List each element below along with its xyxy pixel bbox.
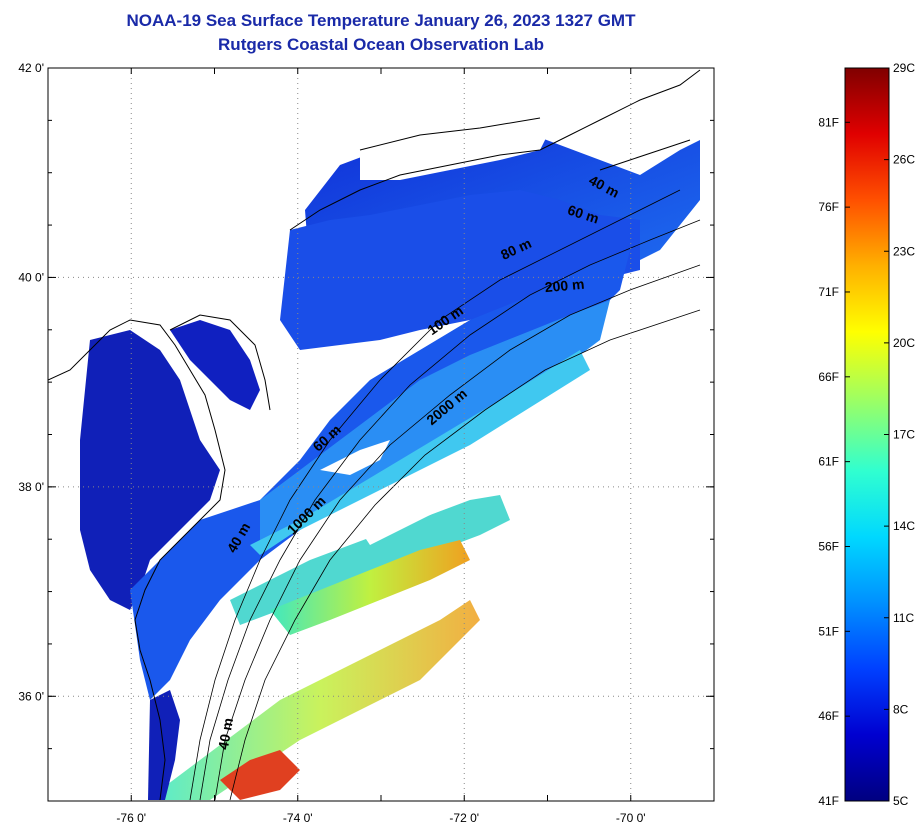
colorbar-c-label: 11C — [893, 611, 914, 625]
colorbar-f-label: 46F — [818, 709, 839, 723]
depth-label-40m-south: 40 m — [215, 717, 236, 751]
map-title: NOAA-19 Sea Surface Temperature January … — [126, 11, 636, 30]
colorbar-f-label: 66F — [818, 370, 839, 384]
lat-tick-label: 40 0' — [18, 270, 44, 284]
coastline — [48, 69, 701, 801]
depth-contours — [189, 189, 701, 801]
colorbar-c-label: 14C — [893, 519, 915, 533]
lon-tick-label: -70 0' — [616, 811, 646, 825]
colorbar: 81F 76F 71F 66F 61F 56F 51F 46F 41F 29C 26C 23C 20C 1… — [818, 61, 915, 808]
colorbar-f-label: 61F — [818, 455, 839, 469]
colorbar-c-label: 26C — [893, 153, 915, 167]
colorbar-f-label: 56F — [818, 539, 839, 553]
colorbar-c-label: 23C — [893, 244, 915, 258]
colorbar-f-label: 71F — [818, 285, 839, 299]
colorbar-c-label: 5C — [893, 794, 909, 808]
lat-tick-label: 38 0' — [18, 480, 44, 494]
colorbar-c-label: 8C — [893, 702, 909, 716]
colorbar-c-label: 20C — [893, 336, 915, 350]
colorbar-c-label: 29C — [893, 61, 915, 75]
colorbar-f-label: 41F — [818, 794, 839, 808]
lat-tick-label: 42 0' — [18, 61, 44, 75]
colorbar-c-label: 17C — [893, 428, 915, 442]
map-subtitle: Rutgers Coastal Ocean Observation Lab — [218, 35, 544, 54]
lon-tick-label: -76 0' — [116, 811, 146, 825]
lat-tick-label: 36 0' — [18, 689, 44, 703]
colorbar-f-label: 76F — [818, 200, 839, 214]
lon-tick-label: -72 0' — [449, 811, 479, 825]
map-axes: 42 0' 40 0' 38 0' 36 0' -76 0' -74 0' -72 0' -7… — [18, 61, 715, 825]
depth-label-200m: 200 m — [544, 276, 585, 295]
sst-field — [80, 110, 700, 800]
lon-tick-label: -74 0' — [283, 811, 313, 825]
colorbar-f-label: 81F — [818, 115, 839, 129]
colorbar-ticks: 81F 76F 71F 66F 61F 56F 51F 46F 41F 29C 26C 23C 20C 1… — [818, 61, 915, 808]
colorbar-scale — [844, 67, 890, 802]
colorbar-f-label: 51F — [818, 624, 839, 638]
